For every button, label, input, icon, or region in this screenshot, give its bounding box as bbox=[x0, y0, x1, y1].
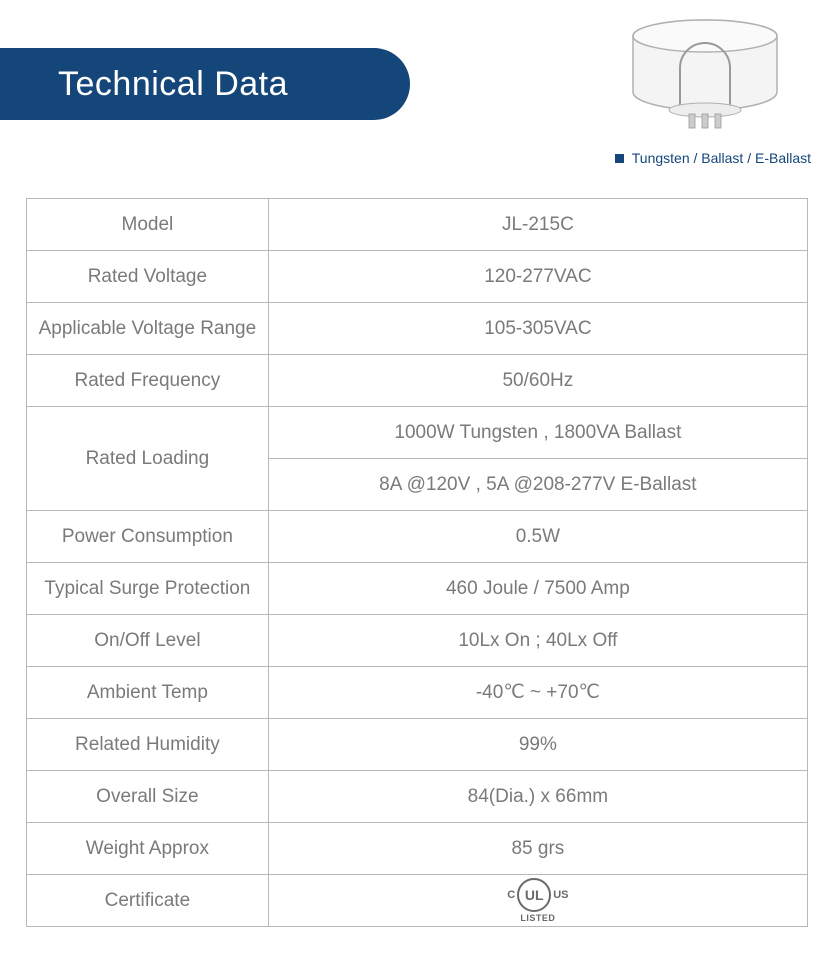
table-row: Overall Size84(Dia.) x 66mm bbox=[27, 771, 808, 823]
spec-value: 1000W Tungsten , 1800VA Ballast bbox=[268, 407, 807, 459]
spec-label: Power Consumption bbox=[27, 511, 269, 563]
spec-value: 99% bbox=[268, 719, 807, 771]
spec-label: Rated Loading bbox=[27, 407, 269, 511]
table-row: Power Consumption0.5W bbox=[27, 511, 808, 563]
table-row: Rated Loading1000W Tungsten , 1800VA Bal… bbox=[27, 407, 808, 459]
table-row: Certificate CULUSLISTED bbox=[27, 875, 808, 927]
spec-label: Weight Approx bbox=[27, 823, 269, 875]
spec-value: 120-277VAC bbox=[268, 251, 807, 303]
spec-label: Typical Surge Protection bbox=[27, 563, 269, 615]
spec-value: CULUSLISTED bbox=[268, 875, 807, 927]
spec-value: 460 Joule / 7500 Amp bbox=[268, 563, 807, 615]
spec-value: 0.5W bbox=[268, 511, 807, 563]
spec-label: Certificate bbox=[27, 875, 269, 927]
spec-value: 105-305VAC bbox=[268, 303, 807, 355]
spec-table: ModelJL-215CRated Voltage120-277VACAppli… bbox=[26, 198, 808, 927]
spec-label: Ambient Temp bbox=[27, 667, 269, 719]
page-title: Technical Data bbox=[58, 65, 288, 104]
header-bar: Technical Data bbox=[0, 48, 410, 120]
spec-label: Rated Voltage bbox=[27, 251, 269, 303]
product-illustration bbox=[615, 10, 795, 140]
caption-row: Tungsten / Ballast / E-Ballast bbox=[615, 150, 811, 166]
ul-listed-icon: CULUSLISTED bbox=[507, 878, 568, 923]
spec-value: 10Lx On ; 40Lx Off bbox=[268, 615, 807, 667]
spec-value: -40℃ ~ +70℃ bbox=[268, 667, 807, 719]
table-row: On/Off Level10Lx On ; 40Lx Off bbox=[27, 615, 808, 667]
table-row: Rated Frequency50/60Hz bbox=[27, 355, 808, 407]
table-row: Typical Surge Protection460 Joule / 7500… bbox=[27, 563, 808, 615]
spec-value: 8A @120V , 5A @208-277V E-Ballast bbox=[268, 459, 807, 511]
spec-value: 84(Dia.) x 66mm bbox=[268, 771, 807, 823]
spec-value: 50/60Hz bbox=[268, 355, 807, 407]
spec-label: Overall Size bbox=[27, 771, 269, 823]
table-row: Weight Approx85 grs bbox=[27, 823, 808, 875]
spec-label: Rated Frequency bbox=[27, 355, 269, 407]
spec-label: Related Humidity bbox=[27, 719, 269, 771]
spec-label: On/Off Level bbox=[27, 615, 269, 667]
table-row: Ambient Temp-40℃ ~ +70℃ bbox=[27, 667, 808, 719]
caption-bullet-icon bbox=[615, 154, 624, 163]
spec-label: Applicable Voltage Range bbox=[27, 303, 269, 355]
table-row: Applicable Voltage Range105-305VAC bbox=[27, 303, 808, 355]
table-row: ModelJL-215C bbox=[27, 199, 808, 251]
spec-table-body: ModelJL-215CRated Voltage120-277VACAppli… bbox=[27, 199, 808, 927]
caption-text: Tungsten / Ballast / E-Ballast bbox=[632, 150, 811, 166]
spec-value: JL-215C bbox=[268, 199, 807, 251]
table-row: Rated Voltage120-277VAC bbox=[27, 251, 808, 303]
spec-value: 85 grs bbox=[268, 823, 807, 875]
spec-label: Model bbox=[27, 199, 269, 251]
table-row: Related Humidity99% bbox=[27, 719, 808, 771]
